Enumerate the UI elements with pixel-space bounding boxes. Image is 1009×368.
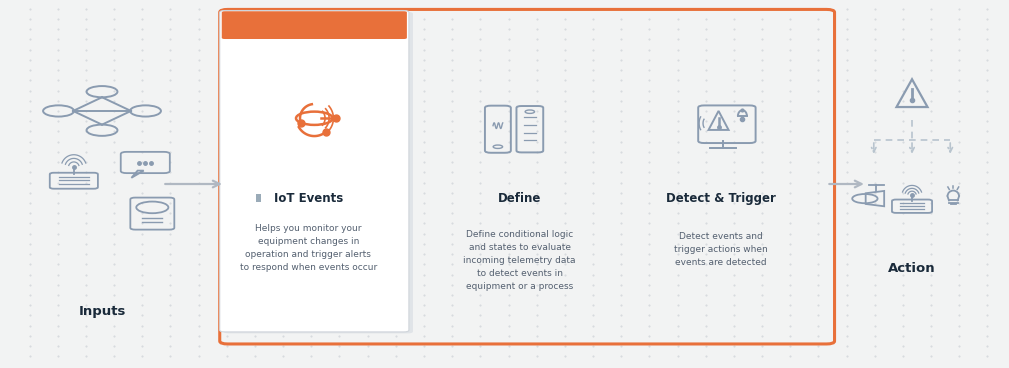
- Text: Detect & Trigger: Detect & Trigger: [666, 192, 776, 205]
- Text: Helps you monitor your
equipment changes in
operation and trigger alerts
to resp: Helps you monitor your equipment changes…: [240, 224, 377, 272]
- Text: Detect events and
trigger actions when
events are detected: Detect events and trigger actions when e…: [674, 232, 768, 267]
- Text: Action: Action: [888, 262, 935, 275]
- FancyBboxPatch shape: [222, 11, 407, 39]
- Bar: [256, 194, 261, 202]
- Bar: [225, 25, 404, 38]
- Text: IoT Events: IoT Events: [273, 192, 343, 205]
- FancyBboxPatch shape: [224, 12, 413, 333]
- Text: Define conditional logic
and states to evaluate
incoming telemetry data
to detec: Define conditional logic and states to e…: [463, 230, 576, 291]
- Text: Inputs: Inputs: [79, 305, 126, 318]
- FancyBboxPatch shape: [220, 11, 409, 332]
- Text: Define: Define: [497, 192, 541, 205]
